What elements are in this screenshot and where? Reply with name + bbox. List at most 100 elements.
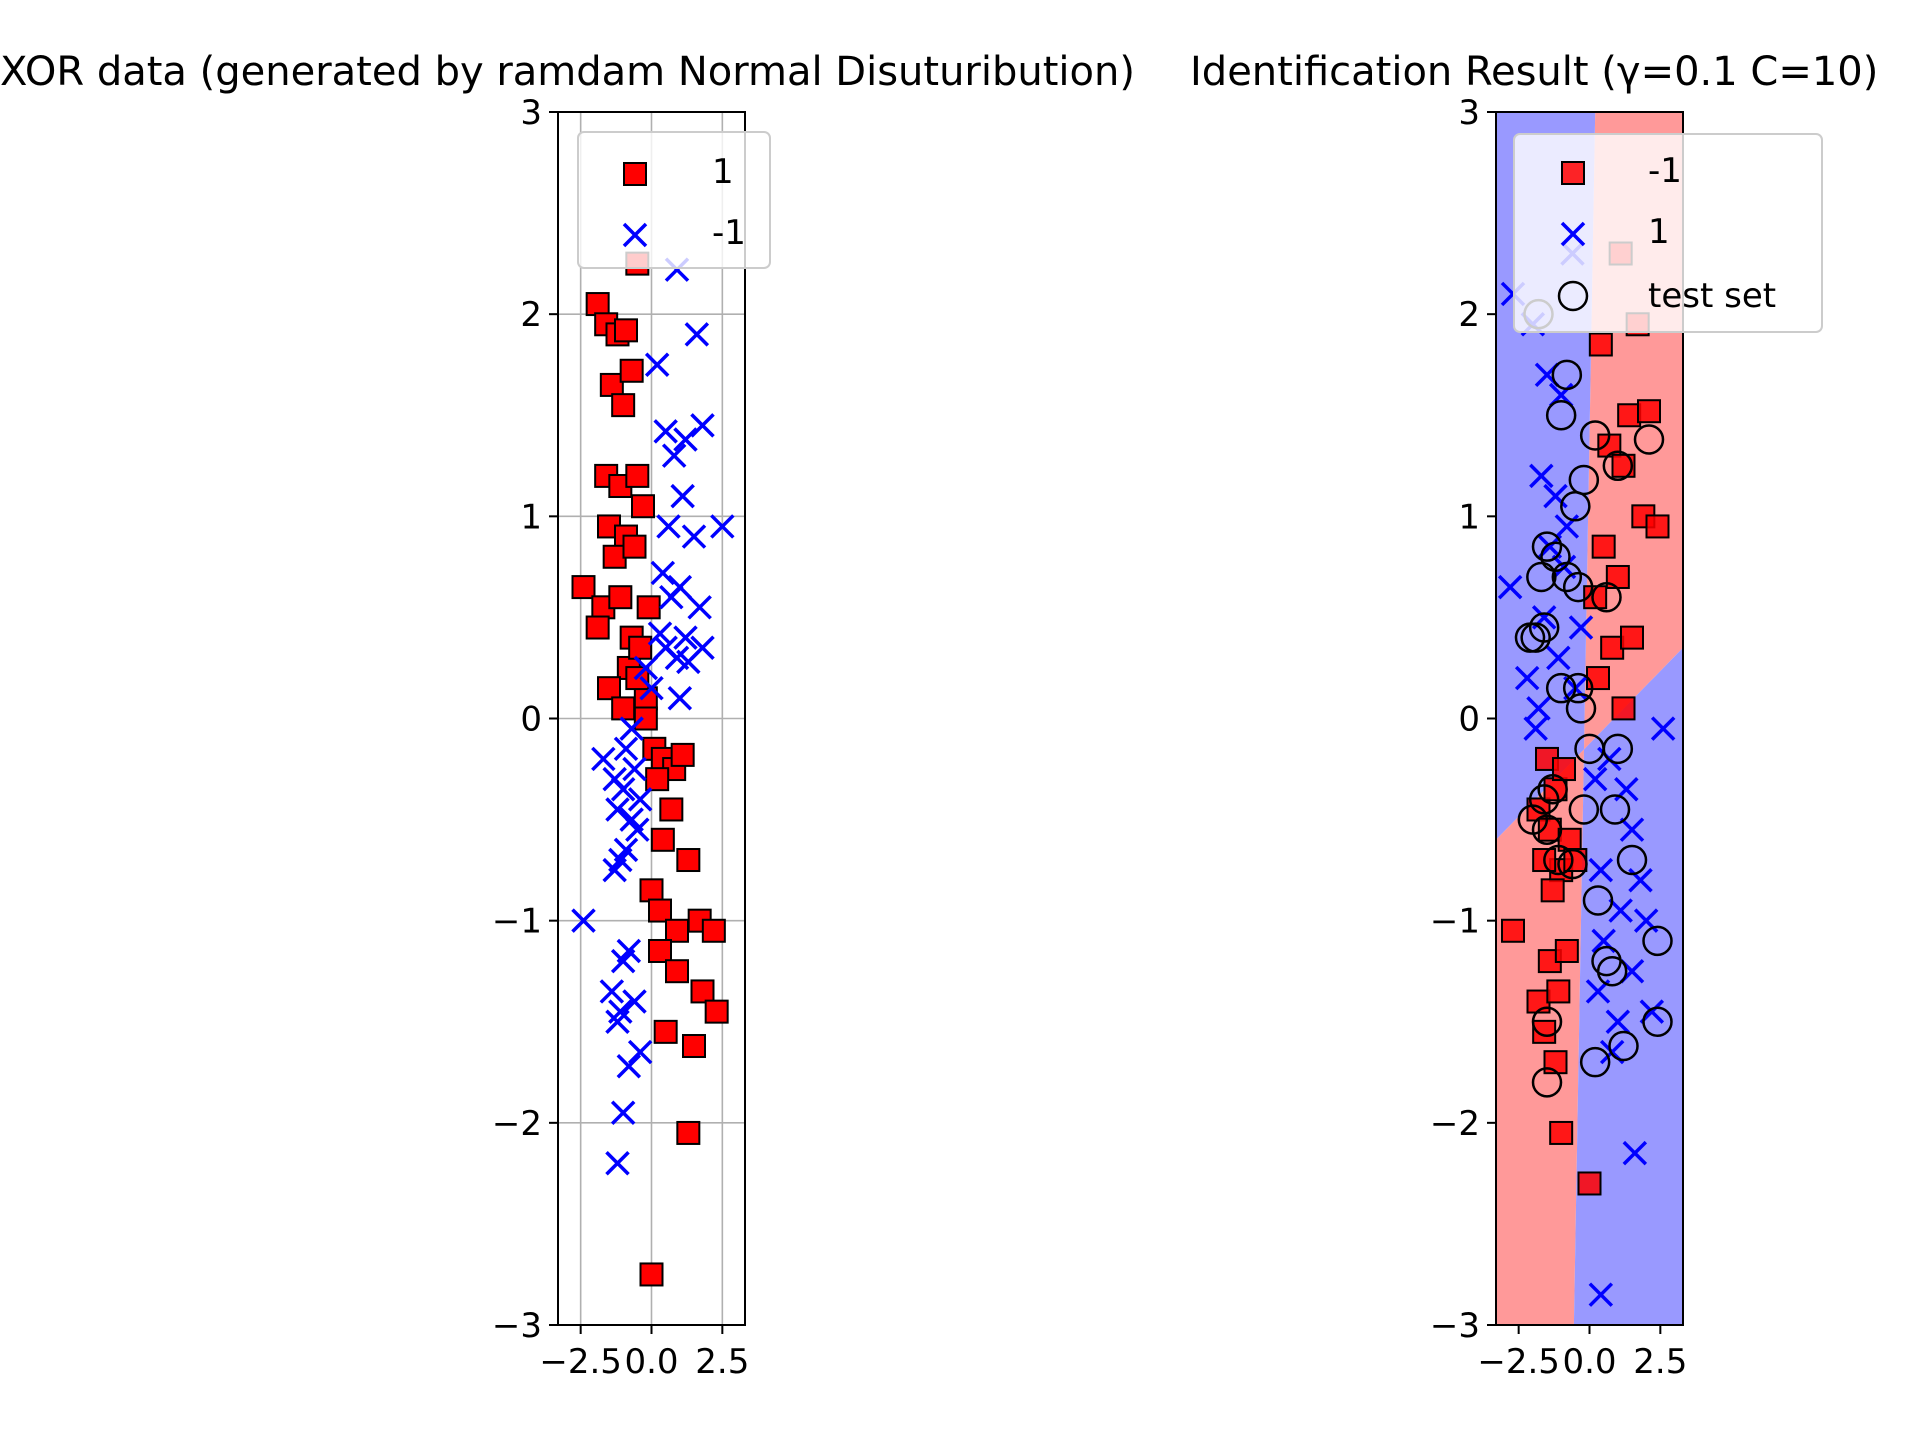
- point-test-set: [1565, 693, 1597, 724]
- legend-left-label-1: 1: [712, 152, 734, 192]
- point-square-1: [659, 797, 684, 822]
- point-square-1: [648, 898, 672, 923]
- point-x-1: [633, 655, 659, 681]
- y-tick-label: 3: [520, 93, 542, 133]
- point-x-1: [673, 625, 698, 650]
- point-x-1: [1497, 574, 1523, 600]
- legend-right-marker-circle: [1557, 280, 1589, 312]
- point-x-1: [1523, 716, 1548, 741]
- point-square-1: [1617, 403, 1642, 428]
- point-x-1: [1526, 696, 1551, 721]
- point-square-1: [585, 292, 610, 317]
- point-x-1: [616, 1053, 642, 1079]
- x-tick-label: 0.0: [624, 1342, 678, 1382]
- point-x-1: [647, 621, 673, 646]
- point-x-1: [622, 756, 647, 782]
- point-square-1: [1588, 332, 1613, 357]
- point-x-1: [571, 908, 596, 933]
- point-square-1: [1591, 534, 1616, 559]
- point-test-set: [1633, 424, 1665, 455]
- point-test-set: [1616, 844, 1648, 876]
- point-x-1: [605, 1151, 630, 1176]
- point-x-1: [625, 817, 650, 842]
- x-tick-label: 2.5: [1633, 1342, 1687, 1382]
- point-test-set: [1568, 794, 1600, 825]
- point-test-set: [1596, 955, 1628, 987]
- point-x-1: [656, 514, 681, 539]
- ticks-left: −3 −2 −1 0 1 2 3 −2.5 0.0 2.5: [492, 93, 749, 1382]
- point-test-set: [1520, 622, 1551, 653]
- point-test-set: [1599, 794, 1631, 825]
- point-test-set: [1557, 848, 1588, 880]
- point-square-1: [1563, 848, 1588, 873]
- point-square-1: [611, 696, 636, 721]
- legend-right-label-3: test set: [1648, 276, 1776, 316]
- point-test-set: [1531, 1067, 1563, 1098]
- point-square-1: [704, 999, 729, 1024]
- point-x-1: [1568, 615, 1594, 640]
- region-blue-bottom-right: [1573, 647, 1683, 1325]
- point-x-1: [650, 560, 676, 586]
- point-x-1: [605, 1009, 630, 1034]
- y-tick-label: 2: [1458, 295, 1480, 335]
- point-square-1: [682, 1034, 706, 1059]
- x-tick-label: 2.5: [695, 1342, 749, 1382]
- point-test-set: [1602, 733, 1634, 765]
- point-square-1: [676, 1120, 701, 1145]
- point-test-set: [1562, 672, 1594, 704]
- point-square-1: [1600, 635, 1625, 660]
- series-left: [571, 251, 735, 1287]
- point-square-1: [633, 706, 658, 731]
- point-test-set: [1582, 885, 1614, 916]
- point-square-1: [670, 742, 695, 767]
- legend-right-label-2: 1: [1648, 212, 1670, 252]
- point-x-1: [681, 524, 707, 549]
- ticks-right: −3 −2 −1 0 1 2 3 −2.5 0.0 2.5: [1430, 93, 1687, 1382]
- point-test-set: [1560, 490, 1591, 522]
- point-test-set: [1608, 1030, 1639, 1062]
- point-x-1: [1588, 1282, 1614, 1307]
- x-tick-label: −2.5: [1477, 1342, 1560, 1382]
- point-square-1: [602, 544, 627, 569]
- point-x-1: [676, 649, 701, 675]
- point-x-1: [667, 686, 693, 711]
- point-square-1: [636, 595, 661, 620]
- point-test-set: [1531, 1006, 1563, 1037]
- y-tick-label: 1: [1458, 497, 1480, 537]
- point-x-1: [661, 443, 687, 468]
- point-square-1: [622, 534, 647, 559]
- point-x-1: [1619, 817, 1645, 842]
- y-tick-label: 2: [520, 295, 542, 335]
- point-test-set: [1579, 1046, 1611, 1078]
- point-test-set: [1591, 581, 1622, 613]
- point-square-1: [690, 979, 715, 1004]
- point-square-1: [597, 676, 621, 701]
- point-test-set: [1545, 400, 1577, 431]
- y-tick-label: 1: [520, 497, 542, 537]
- point-x-1: [1608, 898, 1633, 923]
- point-square-1: [611, 393, 636, 418]
- point-square-1: [665, 918, 689, 943]
- point-square-1: [1583, 585, 1608, 610]
- point-square-1: [608, 585, 633, 610]
- point-x-1: [627, 1039, 653, 1065]
- point-test-set: [1543, 844, 1574, 876]
- point-x-1: [710, 514, 735, 539]
- point-square-1: [1620, 625, 1644, 650]
- point-x-1: [605, 797, 630, 822]
- point-test-set: [1642, 1006, 1673, 1037]
- point-square-1: [1637, 399, 1661, 424]
- point-square-1: [653, 1019, 678, 1044]
- point-test-set: [1528, 612, 1560, 643]
- point-square-1: [1586, 666, 1610, 691]
- y-tick-label: −2: [492, 1104, 542, 1144]
- point-square-1: [571, 575, 596, 600]
- point-square-1: [648, 938, 672, 963]
- point-test-set: [1579, 420, 1611, 451]
- point-x-1: [1588, 857, 1614, 883]
- point-x-1: [622, 989, 647, 1014]
- point-square-1: [645, 767, 670, 792]
- point-x-1: [653, 419, 678, 444]
- point-x-1: [1605, 1009, 1631, 1034]
